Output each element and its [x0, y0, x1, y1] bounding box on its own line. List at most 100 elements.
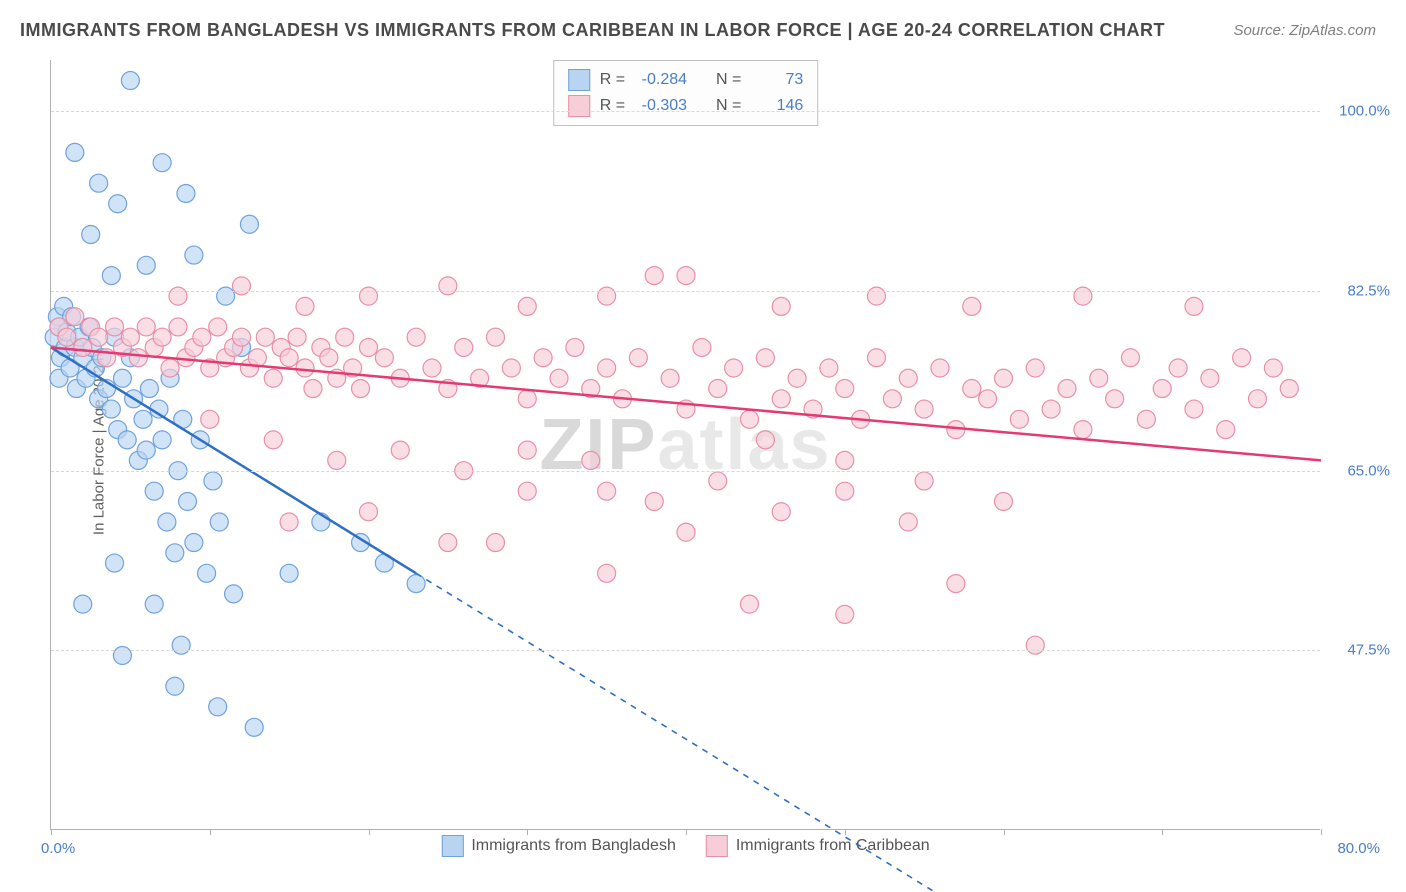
scatter-point: [66, 143, 84, 161]
scatter-point: [979, 390, 997, 408]
scatter-point: [153, 431, 171, 449]
scatter-point: [169, 318, 187, 336]
scatter-point: [264, 369, 282, 387]
scatter-point: [455, 338, 473, 356]
scatter-point: [487, 534, 505, 552]
scatter-point: [102, 267, 120, 285]
scatter-point: [518, 297, 536, 315]
scatter-point: [320, 349, 338, 367]
scatter-point: [899, 513, 917, 531]
scatter-point: [645, 267, 663, 285]
scatter-point: [121, 72, 139, 90]
scatter-point: [518, 441, 536, 459]
gridline-h: [51, 291, 1320, 292]
scatter-point: [256, 328, 274, 346]
swatch-caribbean-icon: [706, 835, 728, 857]
series-name-bangladesh: Immigrants from Bangladesh: [471, 837, 676, 855]
scatter-point: [109, 195, 127, 213]
scatter-point: [233, 277, 251, 295]
x-tick: [210, 829, 211, 835]
scatter-point: [995, 492, 1013, 510]
scatter-point: [661, 369, 679, 387]
scatter-point: [145, 595, 163, 613]
scatter-point: [725, 359, 743, 377]
x-tick: [1321, 829, 1322, 835]
scatter-point: [137, 256, 155, 274]
scatter-point: [772, 297, 790, 315]
chart-container: IMMIGRANTS FROM BANGLADESH VS IMMIGRANTS…: [0, 0, 1406, 892]
scatter-point: [582, 451, 600, 469]
scatter-point: [598, 359, 616, 377]
scatter-point: [161, 359, 179, 377]
scatter-point: [1280, 380, 1298, 398]
scatter-point: [336, 328, 354, 346]
scatter-point: [1185, 297, 1203, 315]
scatter-point: [677, 267, 695, 285]
scatter-point: [693, 338, 711, 356]
scatter-point: [1026, 359, 1044, 377]
y-tick-label: 100.0%: [1330, 103, 1390, 120]
scatter-point: [185, 534, 203, 552]
scatter-point: [931, 359, 949, 377]
scatter-point: [280, 513, 298, 531]
scatter-point: [129, 349, 147, 367]
scatter-point: [1264, 359, 1282, 377]
scatter-point: [1201, 369, 1219, 387]
scatter-point: [836, 605, 854, 623]
scatter-point: [185, 246, 203, 264]
scatter-point: [153, 154, 171, 172]
scatter-point: [391, 441, 409, 459]
scatter-point: [915, 400, 933, 418]
gridline-h: [51, 650, 1320, 651]
scatter-point: [121, 328, 139, 346]
scatter-point: [217, 287, 235, 305]
scatter-point: [166, 677, 184, 695]
scatter-point: [407, 575, 425, 593]
chart-title: IMMIGRANTS FROM BANGLADESH VS IMMIGRANTS…: [20, 20, 1165, 41]
scatter-point: [225, 585, 243, 603]
scatter-point: [518, 390, 536, 408]
scatter-point: [1106, 390, 1124, 408]
scatter-point: [820, 359, 838, 377]
gridline-h: [51, 111, 1320, 112]
scatter-point: [836, 451, 854, 469]
scatter-svg: [51, 60, 1320, 829]
y-tick-label: 65.0%: [1330, 462, 1390, 479]
scatter-point: [868, 349, 886, 367]
scatter-point: [179, 492, 197, 510]
scatter-point: [90, 174, 108, 192]
scatter-point: [1074, 421, 1092, 439]
scatter-point: [756, 431, 774, 449]
x-tick: [845, 829, 846, 835]
scatter-point: [360, 287, 378, 305]
scatter-point: [836, 380, 854, 398]
scatter-point: [296, 297, 314, 315]
scatter-point: [204, 472, 222, 490]
scatter-point: [868, 287, 886, 305]
scatter-point: [137, 441, 155, 459]
scatter-point: [899, 369, 917, 387]
y-tick-label: 47.5%: [1330, 642, 1390, 659]
scatter-point: [153, 328, 171, 346]
scatter-point: [439, 534, 457, 552]
scatter-point: [1153, 380, 1171, 398]
source-attribution: Source: ZipAtlas.com: [1233, 22, 1376, 39]
scatter-point: [296, 359, 314, 377]
scatter-point: [134, 410, 152, 428]
scatter-point: [106, 318, 124, 336]
scatter-point: [352, 380, 370, 398]
scatter-point: [1122, 349, 1140, 367]
scatter-point: [145, 482, 163, 500]
scatter-point: [245, 718, 263, 736]
gridline-h: [51, 471, 1320, 472]
scatter-point: [995, 369, 1013, 387]
x-tick: [1004, 829, 1005, 835]
scatter-point: [169, 287, 187, 305]
scatter-point: [74, 595, 92, 613]
scatter-point: [566, 338, 584, 356]
scatter-point: [1058, 380, 1076, 398]
scatter-point: [1169, 359, 1187, 377]
scatter-point: [58, 328, 76, 346]
scatter-point: [193, 328, 211, 346]
scatter-point: [118, 431, 136, 449]
